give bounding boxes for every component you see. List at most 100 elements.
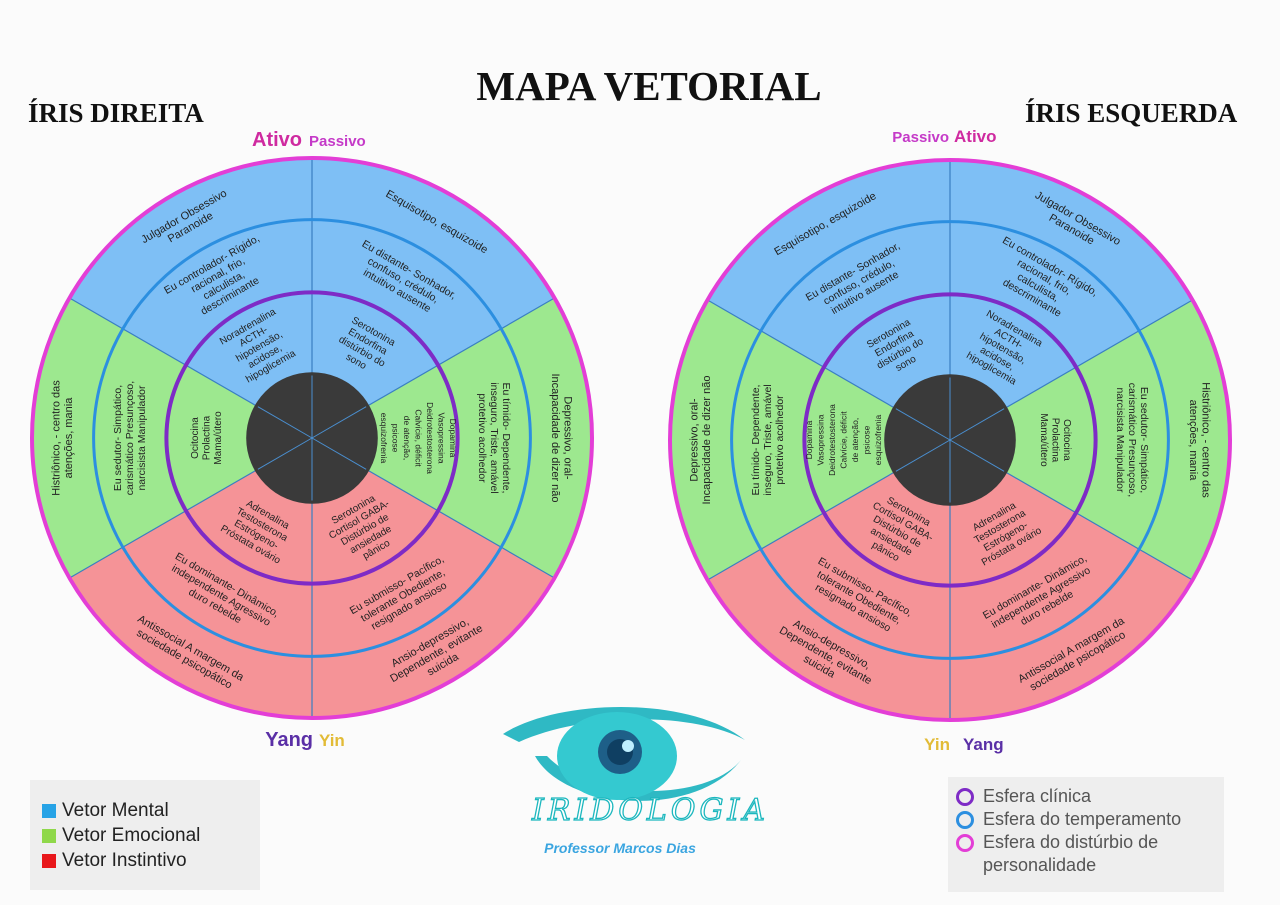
brand-word: IRIDOLOGIA (531, 792, 769, 828)
right-center-divider (311, 437, 367, 470)
temperament-ring-marker (956, 811, 974, 829)
left-emotional-passive-middle-label: Eu tímido- Dependente,inseguro, Triste, … (750, 384, 786, 495)
right-sector-emotional-passive (312, 298, 592, 578)
iridologia-logo (503, 707, 745, 801)
right-emotional-passive-inner-line: de atenção, (402, 416, 412, 460)
left-personality-ring (668, 158, 1232, 722)
left-temperament-ring (730, 220, 1170, 660)
right-emotional-passive-middle-line: inseguro, Triste, amável (488, 382, 500, 493)
left-emotional-passive-inner-line: Dopamina (804, 420, 814, 459)
right-emotional-passive-outer-label: Depressivo, oral-Incapacidade de dizer n… (549, 373, 574, 502)
personality-ring-marker (956, 834, 974, 852)
left-emotional-passive-inner-label: Dopamina Vasopressina Deidrotestosterona Ca… (804, 404, 883, 476)
right-emotional-active-middle-label: Eu sedutor- Simpático,carismático Presun… (112, 381, 148, 495)
right-emotional-passive-middle-line: Eu tímido- Dependente, (500, 383, 512, 494)
left-emotional-active-outer-label: Histriônico, - centro dasatenções, mania (1187, 382, 1212, 498)
logo-highlight (622, 740, 634, 752)
left-instinctive-passive-inner-label: SerotoninaCortisol GABA-Distúrbio deansi… (853, 490, 940, 573)
legend-vector-emotional: Vetor Emocional (42, 825, 200, 847)
right-emotional-passive-middle-line: protetivo acolhedor (476, 393, 488, 483)
legend-vector-instinctive-label: Vetor Instintivo (62, 850, 187, 871)
left-bottom-label-weak: Yin (924, 735, 950, 754)
left-top-label-weak: Passivo (892, 129, 949, 146)
left-emotional-passive-middle-line: inseguro, Triste, amável (762, 384, 774, 495)
legend-sphere-clinical-label: Esfera clínica (983, 786, 1092, 806)
emotional-swatch (42, 829, 56, 843)
right-sector-emotional-active (31, 298, 312, 578)
right-emotional-passive-middle-label: Eu tímido- Dependente,inseguro, Triste, … (476, 382, 512, 493)
legend-sphere-personality: Esfera do distúrbio de personalidade (956, 831, 1213, 877)
left-emotional-passive-inner-line: esquizofrenia (873, 414, 883, 465)
right-emotional-passive-inner-line: esquizofrenia (379, 413, 389, 464)
right-temperament-ring (92, 218, 532, 658)
legend-vector-emotional-label: Vetor Emocional (62, 825, 201, 846)
left-sector-emotional-active (950, 300, 1230, 580)
left-emotional-active-middle-line: carismático Presunçoso, (1126, 383, 1138, 497)
left-emotional-active-middle-line: narcisista Manipulador (1114, 387, 1126, 493)
right-emotional-passive-inner-line: Dopamina (448, 419, 458, 458)
right-iris-label: ÍRIS DIREITA (28, 98, 204, 128)
legend-sphere-temperament-label: Esfera do temperamento (983, 809, 1182, 829)
right-center-divider (311, 406, 367, 439)
left-top-label-strong: Ativo (954, 127, 997, 146)
right-center-divider (257, 437, 313, 470)
right-emotional-active-inner-line: Ocitocina (189, 417, 200, 459)
left-clinical-ring (802, 292, 1098, 588)
legend-vector-instinctive: Vetor Instintivo (42, 850, 187, 872)
vector-legend: Vetor Mental Vetor Emocional Vetor Insti… (30, 780, 260, 890)
left-sector-emotional-passive (670, 300, 950, 580)
left-emotional-active-middle-line: Eu sedutor- Simpático, (1138, 387, 1150, 493)
right-emotional-passive-inner-line: Vasopressina (436, 413, 446, 464)
right-emotional-active-inner-line: Mama/útero (212, 411, 223, 465)
legend-sphere-clinical: Esfera clínica (956, 785, 1213, 808)
left-emotional-active-middle-label: Eu sedutor- Simpático,carismático Presun… (1114, 383, 1150, 497)
right-emotional-active-middle-line: Eu sedutor- Simpático, (112, 385, 124, 491)
right-clinical-ring (164, 290, 460, 586)
clinical-ring-marker (956, 788, 974, 806)
left-emotional-active-inner-line: Ocitocina (1062, 419, 1073, 461)
right-emotional-passive-outer-line: Depressivo, oral- (562, 396, 574, 479)
right-top-label-weak: Passivo (309, 133, 366, 150)
left-center-divider (895, 439, 951, 472)
right-emotional-passive-inner-line: psicose (390, 424, 400, 453)
right-bottom-label-strong: Yang (265, 729, 313, 751)
right-personality-ring (30, 156, 594, 720)
left-emotional-passive-middle-line: Eu tímido- Dependente, (750, 385, 762, 496)
logo-swoosh-top (503, 707, 745, 742)
right-emotional-active-outer-line: atenções, mania (63, 397, 75, 479)
right-mental-passive-inner-label: SerotoninaEndorfinadistúrbio dosono (331, 314, 399, 379)
right-emotional-active-outer-label: Histriônico, - centro dasatenções, mania (50, 380, 75, 496)
left-emotional-passive-inner-line: Vasopressina (816, 414, 826, 465)
mental-swatch (42, 804, 56, 818)
left-emotional-passive-inner-line: de atenção, (850, 418, 860, 462)
right-emotional-passive-inner-line: Calvície, déficit (413, 409, 423, 467)
right-emotional-active-inner-label: OcitocinaProlactinaMama/útero (189, 411, 223, 465)
left-center-divider (895, 408, 951, 441)
left-emotional-passive-inner-line: psicose (862, 425, 872, 454)
left-center-divider (949, 439, 1005, 472)
right-emotional-passive-inner-label: DopaminaVasopressinaDeidrotestosteronaCa… (379, 402, 458, 474)
left-emotional-passive-outer-label: Depressivo, oral-Incapacidade de dizer n… (688, 375, 713, 504)
left-bottom-label-strong: Yang (963, 735, 1004, 754)
instinctive-swatch (42, 854, 56, 868)
brand-subtitle: Professor Marcos Dias (544, 840, 696, 856)
left-emotional-active-outer-line: atenções, mania (1187, 400, 1199, 482)
legend-vector-mental: Vetor Mental (42, 800, 169, 822)
left-emotional-active-inner-line: Mama/útero (1039, 413, 1050, 467)
legend-sphere-personality-label: Esfera do distúrbio de personalidade (983, 832, 1159, 875)
right-emotional-passive-outer-line: Incapacidade de dizer não (549, 373, 561, 502)
right-emotional-passive-inner-line: Deidrotestosterona (425, 402, 435, 474)
right-emotional-active-outer-line: Histriônico, - centro das (50, 380, 62, 496)
left-emotional-passive-inner-line: Calvície, déficit (839, 411, 849, 469)
right-emotional-active-middle-line: narcisista Manipulador (136, 385, 148, 491)
left-emotional-active-inner-label: OcitocinaProlactinaMama/útero (1039, 413, 1073, 467)
left-emotional-passive-outer-line: Depressivo, oral- (688, 398, 700, 481)
left-emotional-passive-inner-line: Deidrotestosterona (827, 404, 837, 476)
right-top-label-strong: Ativo (252, 129, 302, 151)
left-emotional-passive-middle-line: protetivo acolhedor (774, 395, 786, 485)
right-bottom-label-weak: Yin (319, 731, 345, 750)
right-emotional-active-inner-line: Prolactina (201, 415, 212, 460)
legend-sphere-temperament: Esfera do temperamento (956, 808, 1213, 831)
